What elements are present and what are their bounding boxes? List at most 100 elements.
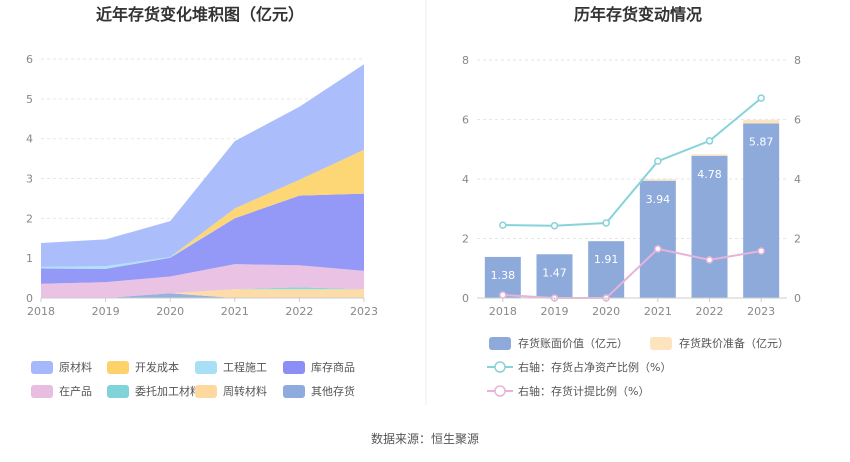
right-legend-item: 存货账面价值（亿元） — [489, 336, 628, 350]
left-y-tick: 1 — [26, 252, 33, 265]
right-x-tick: 2019 — [541, 305, 569, 318]
legend-swatch — [195, 385, 217, 398]
left-legend-item: 工程施工 — [195, 361, 267, 374]
area-series-库存商品 — [41, 193, 364, 284]
legend-label: 右轴：存货占净资产比例（%） — [518, 360, 671, 374]
line-point — [550, 221, 559, 230]
right-legend: 存货账面价值（亿元） 存货跌价准备（亿元） 右轴：存货占净资产比例（%） 右轴：存货计… — [487, 336, 789, 398]
right-x-tick: 2020 — [592, 305, 620, 318]
legend-swatch — [31, 385, 53, 398]
left-legend-item: 库存商品 — [283, 360, 355, 374]
bar-value-label: 5.87 — [749, 135, 774, 148]
area-series-周转材料 — [41, 289, 364, 298]
left-x-tick: 2018 — [27, 305, 55, 318]
left-x-tick: 2020 — [156, 305, 184, 318]
left-x-tick: 2021 — [221, 305, 249, 318]
right-x-tick: 2018 — [489, 305, 517, 318]
right-y-left-tick: 4 — [462, 173, 469, 186]
bar-value-label: 1.91 — [594, 253, 619, 266]
area-series-委托加工材料 — [41, 287, 364, 298]
legend-swatch — [283, 385, 305, 398]
bar-inventory-2023 — [743, 123, 780, 299]
right-y-right-tick: 8 — [794, 54, 801, 67]
left-y-tick: 6 — [26, 53, 33, 66]
right-bars: 1.38 1.47 1.91 3.94 4.78 5.87 — [484, 119, 780, 299]
line-point — [499, 291, 507, 299]
right-grid — [477, 59, 787, 239]
legend-marker — [494, 361, 506, 373]
right-legend-item: 右轴：存货计提比例（%） — [487, 384, 649, 398]
right-y-right-tick: 4 — [794, 173, 801, 186]
bar-reserve-2022 — [691, 154, 728, 156]
right-y-left-tick: 8 — [462, 54, 469, 67]
left-y-tick: 0 — [26, 292, 33, 305]
line-point — [757, 94, 765, 102]
legend-swatch — [195, 361, 217, 374]
line-point — [654, 157, 662, 165]
area-series-在产品 — [41, 264, 364, 298]
line-point — [757, 247, 765, 255]
line-point — [705, 137, 714, 145]
left-x-tick: 2022 — [285, 305, 313, 318]
bar-inventory-2021 — [639, 180, 676, 298]
bar-value-label: 3.94 — [646, 193, 671, 206]
line-point — [654, 245, 662, 253]
legend-label: 存货账面价值（亿元） — [518, 336, 628, 350]
right-x-tick: 2023 — [747, 305, 775, 318]
bar-inventory-2020 — [588, 241, 625, 298]
legend-label: 委托加工材料 — [135, 384, 201, 398]
right-legend-item: 存货跌价准备（亿元） — [650, 336, 789, 350]
right-axis: 0 2 4 6 8 0 2 4 6 8 2018 2019 2020 2021 2022 2023 — [462, 54, 801, 318]
left-y-tick: 5 — [26, 93, 33, 106]
area-series-原材料 — [41, 64, 364, 267]
legend-swatch — [489, 337, 511, 350]
left-y-tick: 2 — [26, 212, 33, 225]
legend-swatch — [107, 361, 129, 374]
bar-inventory-2019 — [536, 254, 573, 298]
left-legend-item: 原材料 — [31, 360, 92, 374]
legend-marker — [494, 385, 506, 397]
legend-swatch — [650, 337, 672, 350]
bar-value-label: 1.38 — [491, 269, 516, 282]
right-y-right-tick: 0 — [794, 292, 801, 305]
legend-label: 在产品 — [59, 384, 92, 398]
right-y-right-tick: 2 — [794, 233, 801, 246]
left-chart-title: 近年存货变化堆积图（亿元） — [96, 5, 304, 24]
legend-label: 原材料 — [59, 360, 92, 374]
right-x-tick: 2021 — [644, 305, 672, 318]
left-areas — [41, 64, 364, 298]
legend-label: 存货跌价准备（亿元） — [679, 336, 789, 350]
right-y-left-tick: 6 — [462, 114, 469, 127]
bar-reserve-2021 — [639, 179, 676, 181]
right-legend-item: 右轴：存货占净资产比例（%） — [487, 360, 671, 374]
legend-label: 开发成本 — [135, 360, 179, 374]
left-legend-item: 委托加工材料 — [107, 384, 201, 398]
legend-label: 工程施工 — [223, 361, 267, 374]
left-legend-item: 在产品 — [31, 384, 92, 398]
legend-label: 其他存货 — [311, 384, 355, 398]
left-x-tick: 2023 — [350, 305, 378, 318]
bar-reserve-2023 — [743, 119, 780, 124]
right-chart-title: 历年存货变动情况 — [574, 5, 702, 24]
left-y-tick: 3 — [26, 173, 33, 186]
legend-swatch — [31, 361, 53, 374]
right-y-left-tick: 2 — [462, 233, 469, 246]
left-legend-item: 开发成本 — [107, 360, 179, 374]
left-legend-item: 其他存货 — [283, 384, 355, 398]
right-y-right-tick: 6 — [794, 114, 801, 127]
left-y-tick: 4 — [26, 133, 33, 146]
legend-swatch — [283, 361, 305, 374]
line-point — [705, 256, 714, 264]
legend-label: 库存商品 — [311, 360, 355, 374]
left-x-tick: 2019 — [92, 305, 120, 318]
line-point — [499, 221, 507, 229]
bar-inventory-2018 — [484, 256, 521, 298]
legend-label: 周转材料 — [223, 384, 267, 398]
line-point — [602, 219, 610, 227]
legend-swatch — [107, 385, 129, 398]
line-series-0 — [502, 97, 762, 227]
left-axis: 0 1 2 3 4 5 6 2018 2019 2020 2021 2022 2023 — [26, 53, 378, 318]
